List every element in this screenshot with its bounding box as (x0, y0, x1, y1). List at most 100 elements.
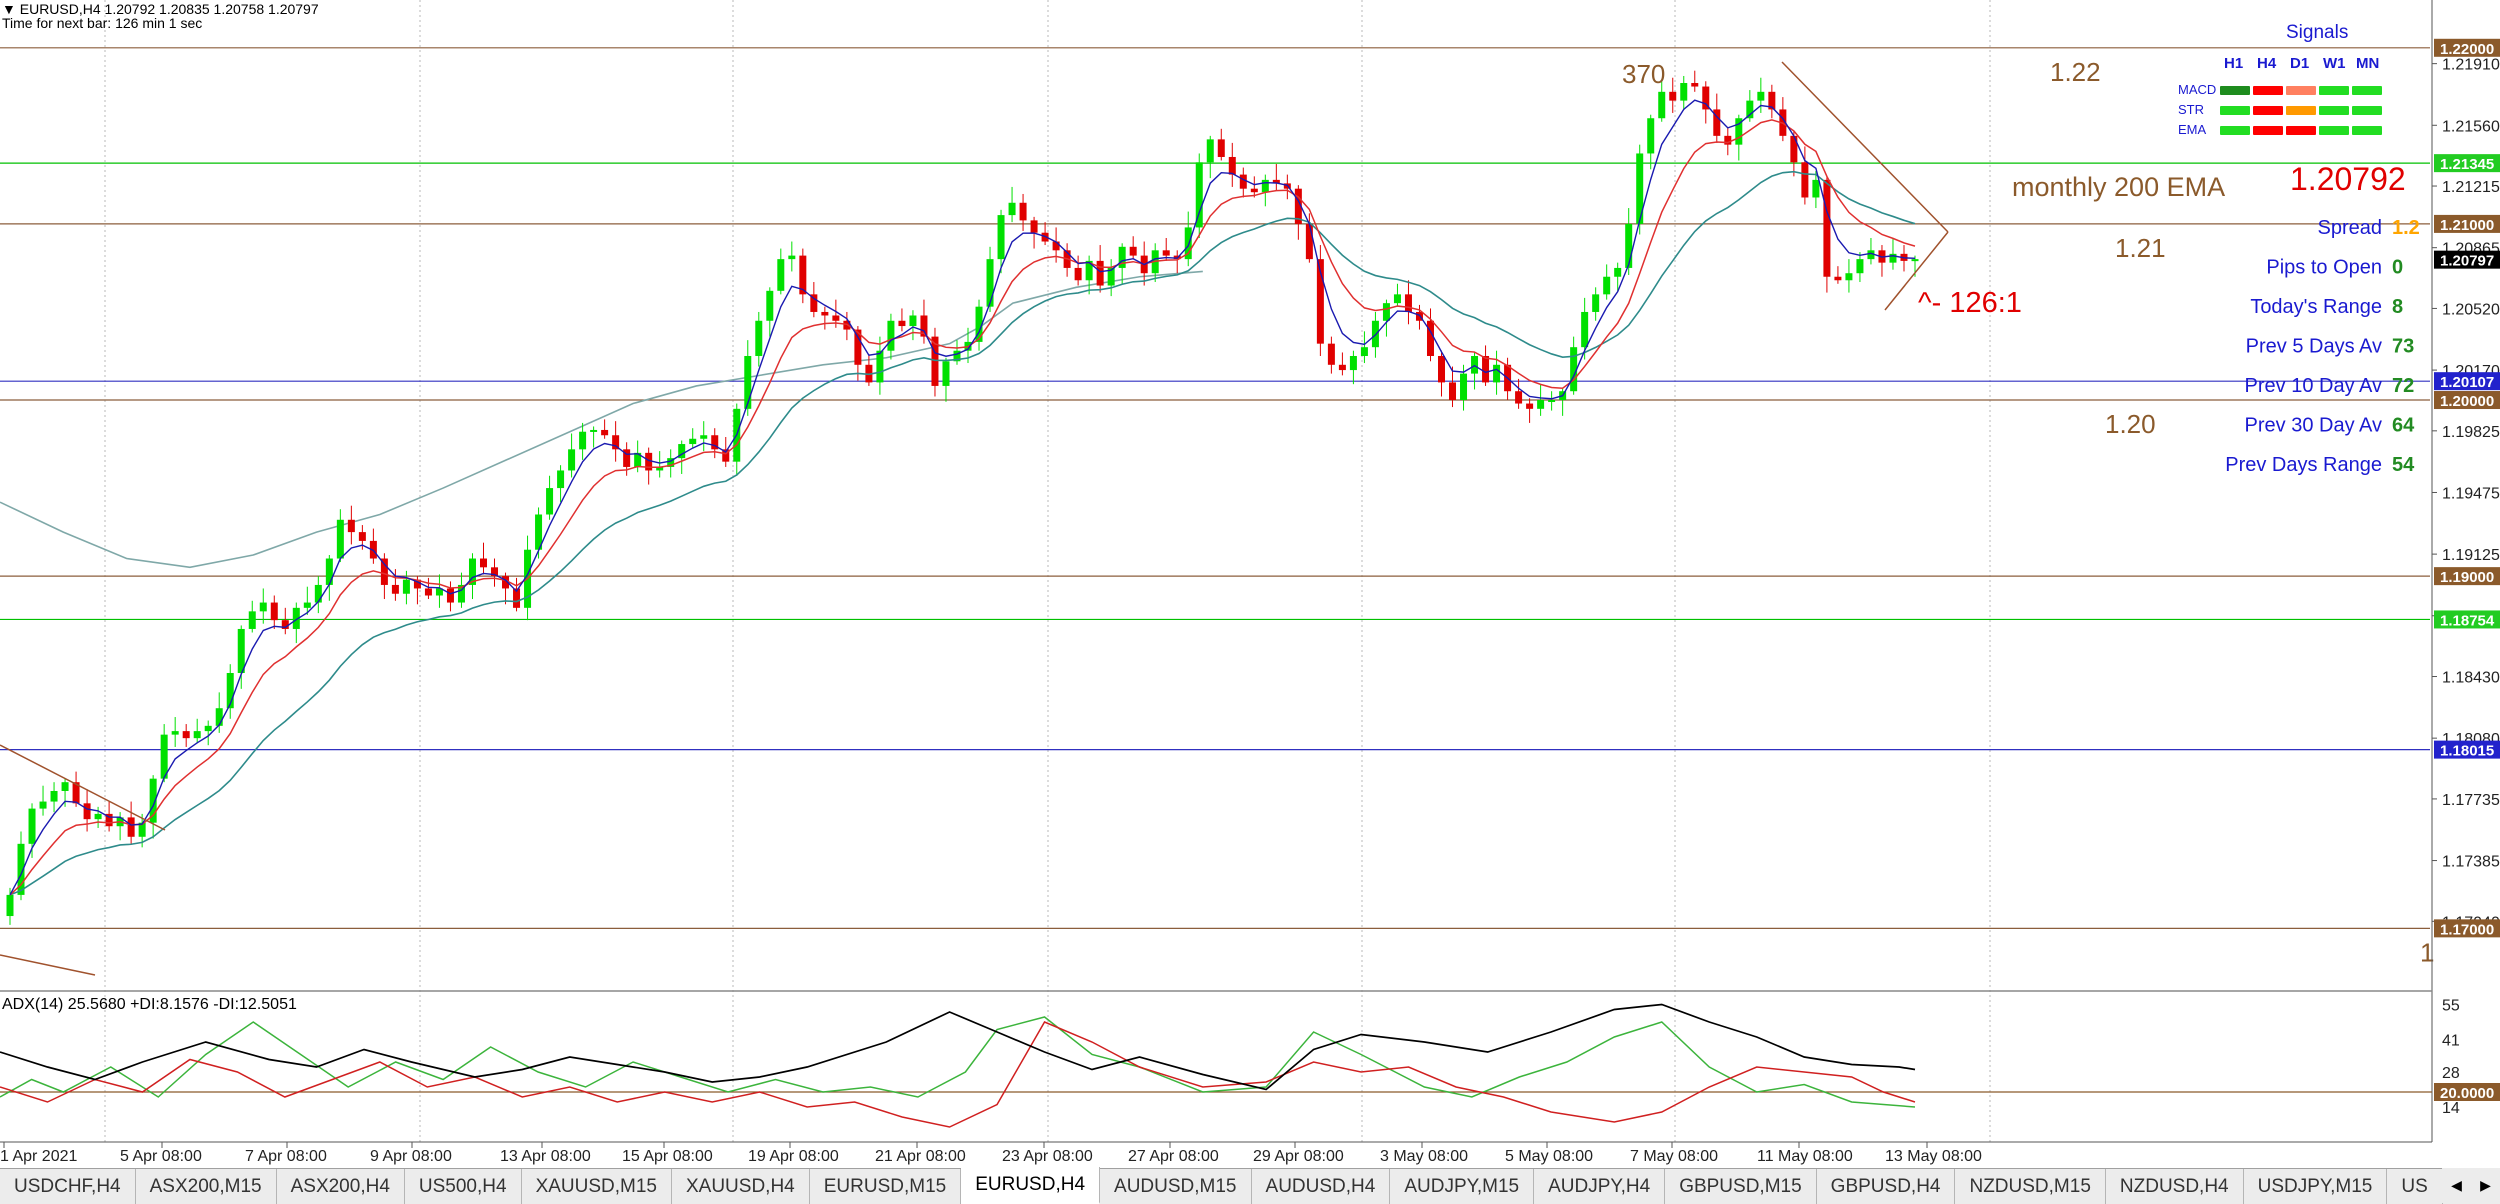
price-badge (2434, 610, 2500, 629)
signal-dot (2220, 106, 2250, 115)
scroll-left-icon[interactable]: ◀ (2451, 1177, 2462, 1193)
symbol-tab[interactable]: AUDUSD,M15 (1100, 1169, 1252, 1204)
candle-body (832, 315, 840, 321)
symbol-tab[interactable]: US500,H4 (405, 1169, 522, 1204)
level-label: 1.21 (2115, 233, 2166, 263)
candle-body (920, 315, 928, 337)
signal-column-header: H1 (2224, 55, 2243, 72)
symbol-tab[interactable]: EURUSD,M15 (810, 1169, 962, 1204)
candle-body (623, 449, 631, 467)
stat-value: 64 (2392, 415, 2415, 437)
symbol-tab[interactable]: AUDJPY,M15 (1390, 1169, 1535, 1204)
symbol-tab[interactable]: XAUUSD,M15 (522, 1169, 672, 1204)
price-tick-label: 1.21910 (2442, 57, 2500, 74)
time-tick-label: 1 Apr 2021 (0, 1148, 78, 1165)
candle-body (468, 558, 476, 585)
candle-body (678, 444, 686, 459)
candle-body (1658, 91, 1666, 119)
candle-body (1856, 259, 1864, 274)
trendline-bottom (0, 954, 96, 976)
signal-row-label: STR (2178, 102, 2204, 117)
price-badge (2434, 567, 2500, 586)
symbol-tab[interactable]: NZDUSD,H4 (2106, 1169, 2244, 1204)
candle-body (491, 567, 499, 577)
symbol-tab[interactable]: US (2387, 1169, 2443, 1204)
candle-body (1460, 373, 1468, 401)
price-tick-label: 1.20520 (2442, 301, 2500, 318)
price-badge (2434, 919, 2500, 938)
candle-body (380, 558, 388, 585)
ema-slow-line (9, 170, 1916, 896)
chart-header: ▼ EURUSD,H4 1.20792 1.20835 1.20758 1.20… (2, 2, 319, 30)
ma200-line (0, 270, 1203, 569)
candle-body (1482, 355, 1490, 383)
candle-body (314, 584, 322, 603)
trendline-upper (1781, 61, 1949, 233)
symbol-tab[interactable]: AUDUSD,H4 (1252, 1169, 1391, 1204)
scroll-right-icon[interactable]: ▶ (2480, 1177, 2491, 1193)
adx-line (0, 1003, 1916, 1091)
candle-body (700, 435, 708, 439)
candle-body (237, 628, 245, 673)
adx-level-badge-text: 20.0000 (2440, 1085, 2494, 1102)
candle-body (1184, 227, 1192, 260)
symbol-tab[interactable]: XAUUSD,H4 (672, 1169, 810, 1204)
candle-body (1823, 179, 1831, 277)
candle-body (1162, 250, 1170, 256)
candle-body (1217, 139, 1225, 157)
signal-row-label: EMA (2178, 122, 2207, 137)
stat-label: Spread (2318, 217, 2383, 239)
candle-body (281, 620, 289, 629)
bar-timer: Time for next bar: 126 min 1 sec (2, 15, 203, 31)
candle-body (369, 540, 377, 559)
symbol-tab[interactable]: ASX200,H4 (277, 1169, 405, 1204)
candle-body (601, 429, 609, 436)
symbol-tab[interactable]: ASX200,M15 (136, 1169, 277, 1204)
adx-label: ADX(14) 25.5680 +DI:8.1576 -DI:12.5051 (2, 996, 297, 1013)
price-tick-label: 1.17735 (2442, 792, 2500, 809)
candle-body (160, 734, 168, 779)
candle-body (689, 438, 697, 445)
rr-annotation: ^- 126:1 (1918, 287, 2022, 319)
signal-dot (2352, 106, 2382, 115)
stat-label: Today's Range (2250, 296, 2382, 318)
level-label: 1.22 (2050, 57, 2101, 87)
signal-dot (2286, 106, 2316, 115)
price-badge-text: 1.22000 (2440, 41, 2494, 58)
candle-body (1570, 347, 1578, 392)
time-tick-label: 5 Apr 08:00 (120, 1148, 202, 1165)
candle-body (61, 782, 69, 791)
candle-body (1360, 347, 1368, 356)
symbol-tab[interactable]: GBPUSD,M15 (1665, 1169, 1817, 1204)
candle-body (292, 607, 300, 629)
price-tick-label: 1.17385 (2442, 854, 2500, 871)
signal-column-header: D1 (2290, 55, 2309, 72)
price-badge (2434, 391, 2500, 410)
symbol-tab[interactable]: AUDJPY,H4 (1534, 1169, 1666, 1204)
price-tick-label: 1.18430 (2442, 670, 2500, 687)
price-badge-text: 1.17000 (2440, 921, 2494, 938)
symbol-tab[interactable]: USDCHF,H4 (0, 1169, 136, 1204)
candle-body (634, 452, 642, 467)
stat-value: 54 (2392, 454, 2415, 476)
candle-body (226, 672, 234, 709)
candle-body (975, 306, 983, 342)
symbol-tab[interactable]: GBPUSD,H4 (1817, 1169, 1956, 1204)
candle-body (898, 320, 906, 327)
price-badge-text: 1.20107 (2440, 374, 2494, 391)
symbol-tab[interactable]: EURUSD,H4 (961, 1167, 1101, 1204)
signal-dot (2253, 86, 2283, 95)
price-badge-text: 1.21000 (2440, 217, 2494, 234)
candle-body (17, 843, 25, 895)
candle-body (1305, 223, 1313, 260)
symbol-tab[interactable]: USDJPY,M15 (2244, 1169, 2388, 1204)
candle-body (1592, 294, 1600, 312)
candle-body (1526, 403, 1534, 409)
candle-body (502, 576, 510, 589)
signal-dot (2319, 86, 2349, 95)
candle-body (1867, 250, 1875, 260)
candle-body (127, 817, 135, 837)
symbol-tab[interactable]: NZDUSD,M15 (1955, 1169, 2106, 1204)
candle-body (711, 435, 719, 450)
